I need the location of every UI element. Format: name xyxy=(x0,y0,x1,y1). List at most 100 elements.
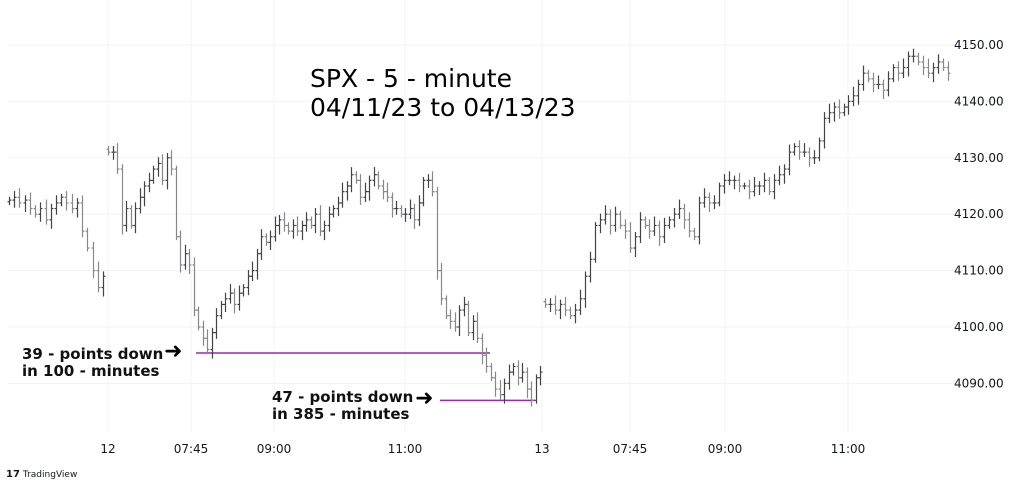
ohlc-bar xyxy=(471,315,476,341)
ohlc-bar xyxy=(38,202,43,222)
ohlc-bar xyxy=(623,219,628,239)
ohlc-bar xyxy=(511,363,516,376)
ohlc-bar xyxy=(752,176,757,197)
ohlc-bar xyxy=(618,210,623,229)
ohlc-bar xyxy=(926,58,931,78)
x-tick-label: 07:45 xyxy=(174,442,209,456)
ohlc-bar xyxy=(322,220,327,241)
ohlc-bar xyxy=(106,145,111,156)
annotation-1-line1: 39 - points down xyxy=(22,345,164,363)
y-tick-label: 4100.00 xyxy=(954,320,1004,334)
ohlc-bar xyxy=(896,61,901,81)
ohlc-bar xyxy=(183,244,188,270)
ohlc-bar xyxy=(349,167,354,193)
ohlc-bar xyxy=(64,191,69,211)
ohlc-bar xyxy=(358,174,363,205)
ohlc-bar xyxy=(237,285,242,311)
ohlc-bar xyxy=(593,222,598,263)
ohlc-bar xyxy=(403,207,408,222)
ohlc-bar xyxy=(931,62,936,83)
ohlc-bar xyxy=(717,182,722,207)
ohlc-bar xyxy=(712,195,717,210)
ohlc-bar xyxy=(421,176,426,207)
ohlc-bar xyxy=(417,195,422,227)
ohlc-bar xyxy=(85,227,90,252)
ohlc-bar xyxy=(901,58,906,78)
ohlc-bar xyxy=(548,298,553,313)
x-tick-label: 12 xyxy=(100,442,115,456)
ohlc-bar xyxy=(462,296,467,317)
annotation-2-line2: in 385 - minutes xyxy=(272,405,410,423)
ohlc-bar xyxy=(489,363,494,382)
ohlc-bar xyxy=(96,261,101,293)
y-tick-label: 4140.00 xyxy=(954,94,1004,108)
ohlc-bar xyxy=(856,79,861,105)
ohlc-bar xyxy=(498,380,503,400)
ohlc-bar xyxy=(111,145,116,160)
ohlc-bar xyxy=(138,188,143,214)
y-tick-label: 4110.00 xyxy=(954,264,1004,278)
ohlc-bar xyxy=(228,284,233,304)
ohlc-bar xyxy=(603,205,608,225)
ohlc-bar xyxy=(871,72,876,93)
y-tick-label: 4150.00 xyxy=(954,38,1004,52)
ohlc-bar xyxy=(264,233,269,246)
ohlc-bar xyxy=(662,217,667,243)
ohlc-bar xyxy=(291,219,296,239)
y-tick-label: 4130.00 xyxy=(954,151,1004,165)
ohlc-bar xyxy=(372,167,377,187)
ohlc-bar xyxy=(608,209,613,235)
ohlc-bar xyxy=(192,257,197,317)
ohlc-bar xyxy=(762,172,767,193)
annotation-1-line2: in 100 - minutes xyxy=(22,362,160,380)
x-tick-label: 11:00 xyxy=(831,442,866,456)
ohlc-bar xyxy=(832,102,837,122)
tradingview-logo[interactable]: 17 TradingView xyxy=(6,469,77,480)
ohlc-bar xyxy=(647,219,652,239)
ohlc-bar xyxy=(33,205,38,218)
x-tick-label: 09:00 xyxy=(708,442,743,456)
ohlc-bar xyxy=(722,174,727,194)
ohlc-bar xyxy=(911,48,916,63)
ohlc-bar xyxy=(187,248,192,274)
ohlc-bar xyxy=(115,143,120,174)
ohlc-bar xyxy=(732,175,737,190)
ohlc-bar xyxy=(633,231,638,258)
ohlc-bar xyxy=(812,150,817,165)
ohlc-bar xyxy=(583,271,588,308)
ohlc-bar xyxy=(133,202,138,234)
ohlc-bar xyxy=(475,312,480,344)
ohlc-bar xyxy=(28,192,33,215)
ohlc-bar xyxy=(101,271,106,297)
ohlc-bar xyxy=(742,182,747,190)
ohlc-bar xyxy=(484,347,489,373)
ohlc-bar xyxy=(345,181,350,201)
ohlc-bar xyxy=(300,220,305,241)
ohlc-bar xyxy=(363,182,368,203)
ohlc-bar xyxy=(697,196,702,245)
ohlc-bar xyxy=(304,212,309,232)
ohlc-bar xyxy=(851,86,856,107)
ohlc-bar xyxy=(707,192,712,212)
ohlc-bar xyxy=(921,55,926,76)
ohlc-bar xyxy=(435,186,440,280)
ohlc-bar xyxy=(861,65,866,91)
ohlc-bar xyxy=(439,262,444,306)
ohlc-bar xyxy=(936,54,941,74)
ohlc-bar xyxy=(916,52,921,66)
ohlc-bar xyxy=(232,288,237,314)
ohlc-bar xyxy=(430,171,435,197)
ohlc-bar xyxy=(866,69,871,83)
ohlc-bar xyxy=(767,176,772,196)
ohlc-bar xyxy=(250,261,255,282)
ohlc-bar xyxy=(160,154,165,186)
ohlc-bar xyxy=(507,364,512,390)
ohlc-bar xyxy=(787,144,792,176)
ohlc-bar xyxy=(214,308,219,339)
ohlc-bar xyxy=(672,207,677,228)
ohlc-bar xyxy=(480,333,485,365)
ohlc-bar xyxy=(817,137,822,162)
ohlc-bar xyxy=(493,371,498,397)
ohlc-bar xyxy=(687,212,692,238)
